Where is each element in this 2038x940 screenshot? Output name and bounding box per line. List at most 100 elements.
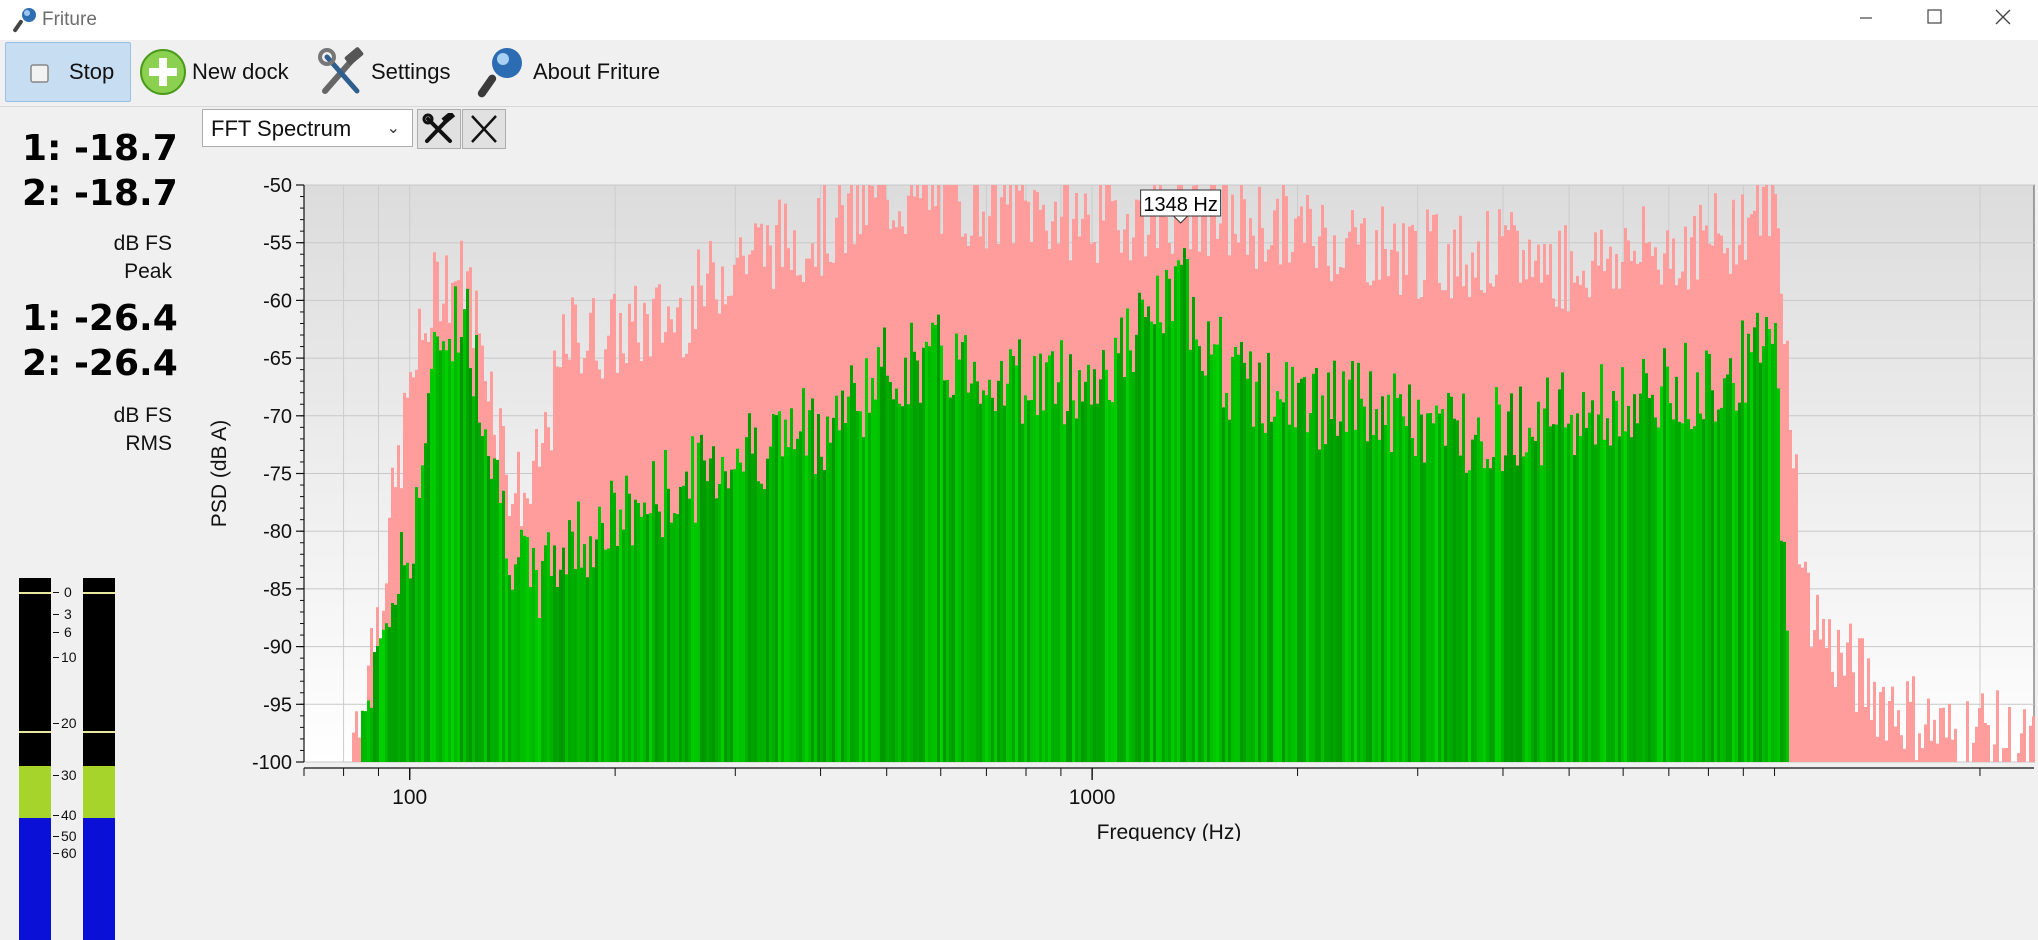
x-axis: 100 1000 — [303, 767, 2034, 809]
live-bar — [1198, 346, 1201, 762]
live-bar — [1225, 392, 1228, 762]
live-bar — [1657, 427, 1660, 762]
live-bar — [619, 509, 622, 762]
live-bar — [1207, 321, 1210, 762]
peak-level-ch1: 1: -18.7 — [22, 128, 178, 169]
peak-hold-bar — [1924, 724, 1927, 762]
dock-settings-button[interactable] — [417, 109, 461, 149]
widget-type-select[interactable]: FFT Spectrum ⌄ — [202, 109, 413, 147]
live-bar — [1294, 427, 1297, 762]
rms-bar — [19, 818, 51, 940]
about-button[interactable]: About Friture — [477, 42, 660, 102]
live-bar — [1588, 412, 1591, 762]
live-bar — [415, 487, 418, 762]
live-bar — [787, 447, 790, 762]
live-bar — [1231, 356, 1234, 762]
live-bar — [1237, 354, 1240, 762]
peak-annotation-pointer — [1172, 215, 1189, 224]
live-bar — [586, 577, 589, 762]
meter-scale-label: 3 — [64, 606, 72, 622]
live-bar — [1156, 275, 1159, 762]
live-bar — [1012, 356, 1015, 762]
live-bar — [727, 488, 730, 762]
live-bar — [1117, 353, 1120, 762]
widget-type-value: FFT Spectrum — [211, 116, 352, 141]
maximize-button[interactable] — [1900, 0, 1968, 40]
peak-hold-bar — [565, 353, 568, 762]
live-bar — [631, 545, 634, 762]
live-bar — [505, 558, 508, 762]
y-tick-label: -85 — [263, 579, 292, 601]
live-bar — [883, 327, 886, 762]
peak-hold-bar — [1831, 671, 1834, 762]
peak-hold-bar — [1798, 564, 1801, 762]
live-bar — [1546, 377, 1549, 762]
live-bar — [1717, 409, 1720, 762]
live-bar — [1240, 341, 1243, 762]
live-bar — [382, 629, 385, 762]
live-bar — [481, 436, 484, 762]
stop-button[interactable]: Stop — [5, 42, 131, 102]
live-bar — [544, 545, 547, 762]
new-dock-button[interactable]: New dock — [138, 42, 289, 102]
live-bar — [1534, 440, 1537, 762]
live-bar — [1246, 378, 1249, 762]
live-bar — [1510, 393, 1513, 762]
live-bar — [853, 382, 856, 762]
live-bar — [865, 358, 868, 762]
fft-spectrum-chart: -50-55-60-65-70-75-80-85-90-95-100 100 10… — [208, 175, 2035, 841]
live-bar — [1522, 456, 1525, 762]
settings-button[interactable]: Settings — [315, 42, 451, 102]
live-bar — [1645, 373, 1648, 762]
peak-hold-bar — [1993, 744, 1996, 762]
live-bar — [1498, 404, 1501, 762]
live-bar — [601, 523, 604, 762]
y-tick-label: -50 — [263, 175, 292, 197]
live-bar — [607, 548, 610, 762]
peak-hold-bar — [370, 627, 373, 762]
peak-hold-bar — [1975, 726, 1978, 762]
meter-scale-label: 50 — [61, 828, 77, 844]
live-bar — [1282, 402, 1285, 762]
level-meter-ch1 — [19, 578, 51, 940]
peak-hold-bar — [1909, 701, 1912, 762]
live-bar — [973, 361, 976, 762]
live-bar — [721, 456, 724, 762]
peak-hold-bar — [1984, 722, 1987, 762]
title-bar: Friture — [0, 0, 2038, 40]
live-bar — [454, 286, 457, 762]
live-bar — [406, 562, 409, 762]
live-bar — [1255, 381, 1258, 762]
close-window-button[interactable] — [1970, 0, 2038, 40]
peak-hold-bar — [1846, 642, 1849, 762]
live-bar — [877, 347, 880, 762]
live-bar — [1624, 431, 1627, 762]
minimize-button[interactable] — [1832, 0, 1900, 40]
live-bar — [1309, 413, 1312, 762]
live-bar — [499, 502, 502, 762]
live-bar — [718, 483, 721, 762]
peak-hold-bar — [1867, 658, 1870, 762]
live-bar — [439, 350, 442, 762]
live-bar — [1324, 444, 1327, 762]
live-bar — [1057, 382, 1060, 762]
live-bar — [835, 395, 838, 762]
live-bar — [1072, 400, 1075, 762]
live-bar — [1561, 372, 1564, 762]
live-bar — [1030, 399, 1033, 762]
live-bar — [1630, 437, 1633, 762]
live-bar — [1096, 403, 1099, 762]
dock-close-button[interactable] — [462, 109, 506, 149]
live-bar — [628, 493, 631, 762]
live-bar — [1375, 409, 1378, 762]
live-bar — [409, 578, 412, 762]
live-bar — [1780, 540, 1783, 762]
live-bar — [1438, 413, 1441, 762]
rms-kind: RMS — [125, 432, 172, 455]
live-bar — [1486, 459, 1489, 762]
live-bar — [769, 446, 772, 762]
live-bar — [928, 346, 931, 762]
live-bar — [1741, 320, 1744, 762]
live-bar — [1288, 424, 1291, 762]
live-bar — [1666, 366, 1669, 762]
